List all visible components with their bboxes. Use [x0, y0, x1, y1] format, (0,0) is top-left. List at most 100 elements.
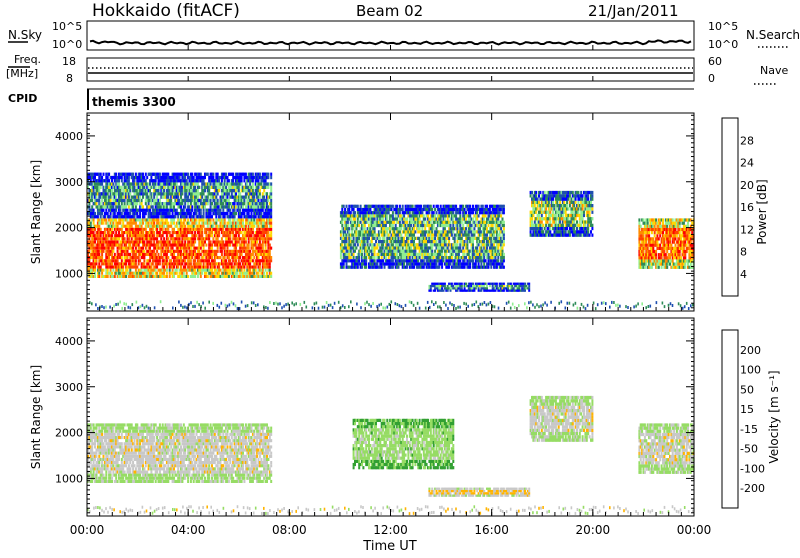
heatmap-cell-2	[350, 250, 352, 253]
heatmap-cell-1	[173, 205, 175, 208]
heatmap-cell-0	[252, 231, 254, 234]
heatmap-cell-1	[203, 215, 205, 218]
heatmap-cell-2	[386, 214, 388, 217]
heatmap-cell-2	[444, 227, 446, 230]
heatmap-cell-2	[427, 250, 429, 253]
heatmap-cell-0	[143, 259, 145, 262]
heatmap-cell-2	[420, 205, 422, 208]
heatmap-cell-0	[111, 262, 113, 265]
heatmap-cell-1	[228, 205, 230, 208]
heatmap-cell-0	[136, 266, 138, 269]
heatmap-cell-1	[225, 186, 227, 189]
heatmap-cell-1	[191, 205, 193, 208]
heatmap-cell-0	[255, 244, 257, 247]
heatmap-cell-2	[361, 266, 363, 269]
heatmap-cell-1	[96, 196, 98, 199]
heatmap-cell-1	[262, 209, 264, 212]
heatmap-cell-2	[406, 218, 408, 221]
heatmap-cell-2	[350, 218, 352, 221]
heatmap-cell-1	[187, 173, 189, 176]
heatmap-cell-1	[220, 215, 222, 218]
heatmap-cell-0	[187, 275, 189, 278]
heatmap-cell-1	[248, 212, 250, 215]
heatmap-cell-0	[135, 269, 137, 272]
heatmap-cell-0	[163, 272, 165, 275]
heatmap-cell-2	[459, 224, 461, 227]
heatmap-cell-2	[386, 240, 388, 243]
heatmap-cell-1	[150, 202, 152, 205]
heatmap-cell-2	[392, 266, 394, 269]
heatmap-cell-0	[224, 247, 226, 250]
heatmap-cell-2	[358, 237, 360, 240]
heatmap-cell-2	[365, 259, 367, 262]
heatmap-cell-2	[409, 227, 411, 230]
heatmap-cell-0	[125, 244, 127, 247]
heatmap-cell-0	[263, 272, 265, 275]
heatmap-cell-0	[245, 240, 247, 243]
heatmap-cell-2	[353, 237, 355, 240]
heatmap-cell-2	[354, 211, 356, 214]
heatmap-cell-1	[245, 196, 247, 199]
heatmap-cell-0	[243, 266, 245, 269]
heatmap-cell-1	[181, 202, 183, 205]
heatmap-cell-0	[217, 247, 219, 250]
heatmap-cell-2	[367, 240, 369, 243]
heatmap-cell-1	[211, 215, 213, 218]
heatmap-cell-2	[376, 262, 378, 265]
heatmap-cell-0	[210, 218, 212, 221]
heatmap-cell-2	[374, 218, 376, 221]
heatmap-cell-1	[270, 212, 272, 215]
heatmap-cell-0	[121, 259, 123, 262]
heatmap-cell-0	[224, 222, 226, 225]
heatmap-cell-0	[90, 222, 92, 225]
heatmap-cell-0	[234, 269, 236, 272]
heatmap-cell-2	[443, 256, 445, 259]
heatmap-cell-1	[270, 186, 272, 189]
heatmap-cell-0	[197, 275, 199, 278]
heatmap-cell-0	[207, 225, 209, 228]
heatmap-cell-0	[149, 247, 151, 250]
heatmap-cell-0	[167, 247, 169, 250]
heatmap-cell-2	[396, 205, 398, 208]
heatmap-cell-0	[222, 228, 224, 231]
heatmap-cell-2	[381, 250, 383, 253]
heatmap-cell-1	[111, 189, 113, 192]
heatmap-cell-2	[414, 250, 416, 253]
heatmap-cell-0	[142, 222, 144, 225]
heatmap-cell-0	[186, 272, 188, 275]
heatmap-cell-1	[252, 173, 254, 176]
heatmap-cell-2	[445, 253, 447, 256]
heatmap-cell-0	[94, 228, 96, 231]
heatmap-cell-2	[399, 221, 401, 224]
heatmap-cell-0	[101, 272, 103, 275]
heatmap-cell-1	[222, 209, 224, 212]
noise-sky-line	[90, 40, 691, 44]
heatmap-cell-0	[127, 269, 129, 272]
heatmap-cell-0	[180, 218, 182, 221]
heatmap-cell-0	[155, 269, 157, 272]
heatmap-cell-0	[94, 266, 96, 269]
heatmap-cell-1	[204, 189, 206, 192]
heatmap-cell-0	[158, 253, 160, 256]
heatmap-cell-2	[413, 240, 415, 243]
heatmap-cell-2	[450, 221, 452, 224]
heatmap-cell-0	[119, 222, 121, 225]
heatmap-cell-0	[111, 272, 113, 275]
heatmap-cell-2	[448, 237, 450, 240]
heatmap-cell-1	[200, 199, 202, 202]
heatmap-cell-0	[220, 269, 222, 272]
heatmap-cell-0	[176, 269, 178, 272]
heatmap-cell-1	[270, 205, 272, 208]
heatmap-cell-2	[381, 266, 383, 269]
heatmap-cell-1	[142, 205, 144, 208]
heatmap-cell-1	[266, 192, 268, 195]
heatmap-cell-0	[253, 218, 255, 221]
heatmap-cell-0	[194, 231, 196, 234]
heatmap-cell-0	[212, 237, 214, 240]
heatmap-cell-0	[251, 234, 253, 237]
noise-left-tick-bottom: 10^0	[52, 38, 82, 51]
heatmap-cell-0	[228, 256, 230, 259]
heatmap-cell-1	[184, 202, 186, 205]
heatmap-cell-0	[270, 225, 272, 228]
